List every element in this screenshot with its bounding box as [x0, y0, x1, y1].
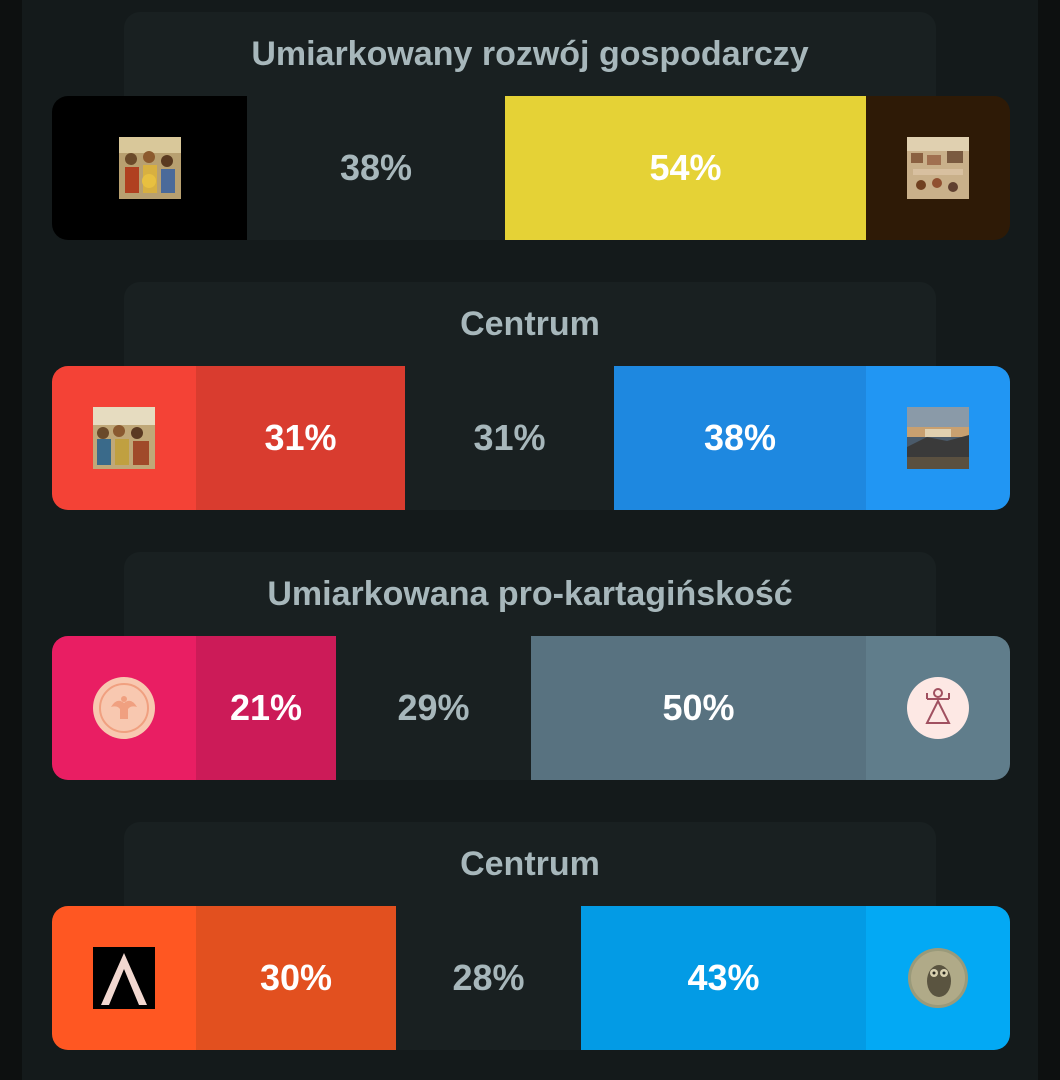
left-party-segment[interactable]: 31% — [196, 366, 405, 510]
right-party-icon-cell[interactable] — [866, 636, 1010, 780]
right-party-icon-cell[interactable] — [866, 366, 1010, 510]
left-party-segment[interactable] — [52, 96, 247, 240]
left-party-segment[interactable]: 30% — [196, 906, 396, 1050]
left-party-segment[interactable]: 21% — [196, 636, 336, 780]
poll-result-bar[interactable]: 38% 54% — [52, 96, 1010, 240]
right-party-segment[interactable]: 38% — [614, 366, 866, 510]
acropolis-painting-icon — [907, 407, 969, 469]
eagle-emblem-icon — [93, 677, 155, 739]
left-party-icon-cell[interactable] — [52, 636, 196, 780]
poll-result-bar[interactable]: 21% 29% 50% — [52, 636, 1010, 780]
right-party-icon-cell[interactable] — [866, 906, 1010, 1050]
left-party-icon-cell[interactable] — [52, 366, 196, 510]
right-party-segment[interactable]: 50% — [531, 636, 866, 780]
right-party-icon-cell[interactable] — [866, 96, 1010, 240]
right-party-segment[interactable]: 43% — [581, 906, 866, 1050]
right-party-segment[interactable]: 54% — [505, 96, 866, 240]
crowd-painting-icon — [93, 407, 155, 469]
poll-result-bar[interactable]: 31% 31% 38% — [52, 366, 1010, 510]
undecided-segment: 28% — [452, 957, 525, 998]
poll-result-bar[interactable]: 30% 28% 43% — [52, 906, 1010, 1050]
undecided-segment: 31% — [473, 417, 546, 458]
poll-title: Centrum — [460, 845, 600, 883]
undecided-segment: 38% — [339, 147, 413, 188]
owl-coin-icon — [908, 948, 968, 1008]
poll-title: Centrum — [460, 305, 600, 343]
left-party-icon-cell[interactable] — [52, 906, 196, 1050]
city-painting-icon — [907, 137, 969, 199]
poll-title: Umiarkowany rozwój gospodarczy — [251, 35, 809, 73]
tanit-symbol-icon — [907, 677, 969, 739]
poll-title: Umiarkowana pro-kartagińskość — [267, 575, 793, 613]
crowd-painting-icon — [118, 137, 181, 199]
lambda-shield-icon — [93, 947, 155, 1009]
undecided-segment: 29% — [397, 687, 470, 728]
